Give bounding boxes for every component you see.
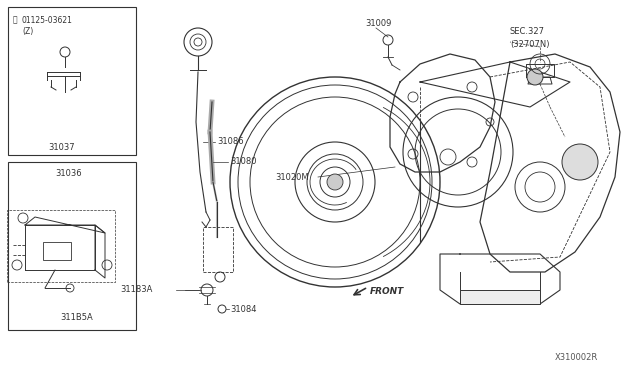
Text: 31020M: 31020M <box>275 173 308 182</box>
Text: Ⓑ: Ⓑ <box>13 15 18 24</box>
Circle shape <box>327 174 343 190</box>
Text: SEC.327: SEC.327 <box>510 28 545 36</box>
Text: 31183A: 31183A <box>120 285 152 295</box>
Text: (32707N): (32707N) <box>510 39 550 48</box>
Text: 31084: 31084 <box>230 305 257 314</box>
Text: X310002R: X310002R <box>555 353 598 362</box>
Text: 01125-03621: 01125-03621 <box>22 16 73 25</box>
Bar <box>8 162 136 330</box>
Bar <box>43 242 71 260</box>
Text: 31036: 31036 <box>55 170 82 179</box>
Bar <box>203 227 233 272</box>
Text: (Z): (Z) <box>22 27 33 36</box>
Circle shape <box>562 144 598 180</box>
Bar <box>460 290 540 304</box>
Bar <box>8 7 136 155</box>
Text: 31086: 31086 <box>217 138 244 147</box>
Text: 31080: 31080 <box>230 157 257 167</box>
Text: 31009: 31009 <box>365 19 392 29</box>
Text: 311B5A: 311B5A <box>60 314 93 323</box>
Text: FRONT: FRONT <box>370 288 404 296</box>
Text: 31037: 31037 <box>48 142 75 151</box>
Circle shape <box>527 69 543 85</box>
